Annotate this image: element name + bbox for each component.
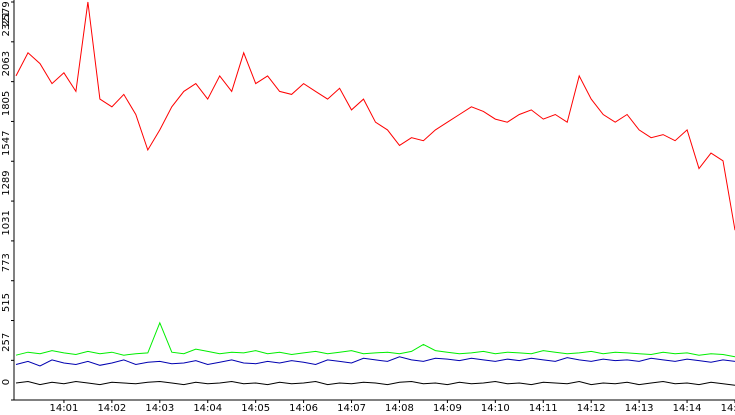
x-tick-label: 14:15 [721,403,735,414]
y-tick-label: 2579 [1,1,12,26]
y-tick-label: 773 [1,253,12,272]
x-tick-label: 14:13 [625,403,654,414]
y-tick-label: 2063 [1,51,12,76]
x-tick-label: 14:01 [50,403,79,414]
x-tick-label: 14:11 [529,403,558,414]
x-tick-label: 14:12 [577,403,606,414]
series-line [15,380,735,386]
y-tick-label: 1289 [1,170,12,195]
y-tick-label: 257 [1,333,12,352]
y-tick-label: 0 [1,379,12,385]
x-tick-label: 14:02 [97,403,126,414]
y-tick-label: 1031 [1,210,12,235]
x-tick-label: 14:14 [673,403,702,414]
series-line [15,321,735,358]
y-tick-label: 1805 [1,91,12,116]
x-tick-label: 14:08 [385,403,414,414]
x-tick-label: 14:03 [145,403,174,414]
x-tick-label: 14:09 [433,403,462,414]
x-tick-label: 14:07 [337,403,366,414]
y-tick-label: 2321 [1,11,12,36]
x-tick-label: 14:06 [289,403,318,414]
series-line [15,1,735,231]
x-tick-label: 14:04 [193,403,222,414]
y-tick-label: 1547 [1,131,12,156]
x-tick-label: 14:10 [481,403,510,414]
series-line [15,356,735,367]
y-tick-label: 515 [1,293,12,312]
x-tick-label: 14:05 [241,403,270,414]
